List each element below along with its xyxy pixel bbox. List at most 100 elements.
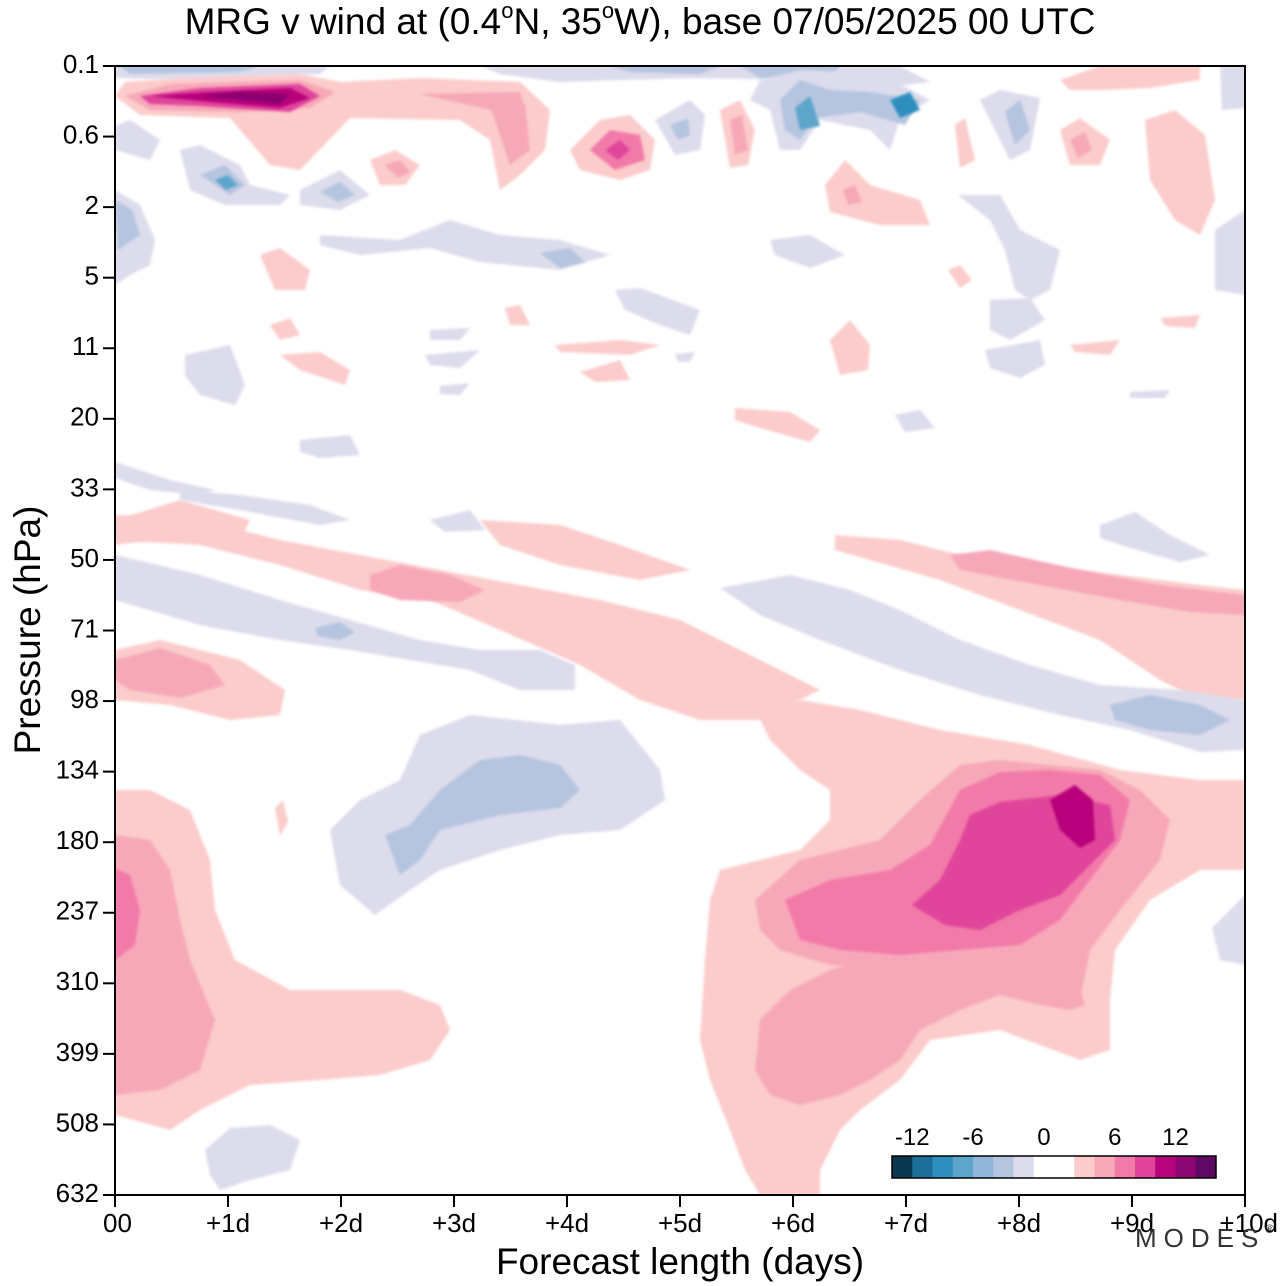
contour-region xyxy=(320,220,610,270)
contour-region xyxy=(115,835,215,1095)
title-suffix: W), base 07/05/2025 00 UTC xyxy=(614,1,1096,42)
colorbar-cell xyxy=(1033,1156,1055,1178)
contour-region xyxy=(670,118,690,140)
contour-region xyxy=(425,350,480,368)
contour-region xyxy=(755,955,1085,1105)
contour-region xyxy=(115,555,575,690)
x-tick-label: +9d xyxy=(1110,1208,1154,1238)
contour-region xyxy=(205,1125,300,1190)
y-tick-label: 20 xyxy=(70,402,99,432)
y-tick-label: 0.1 xyxy=(63,49,99,79)
x-tick-label: +4d xyxy=(545,1208,589,1238)
contour-region xyxy=(490,104,530,165)
colorbar-cells xyxy=(891,1155,1217,1179)
brand-name: MODES xyxy=(1135,1223,1266,1253)
contour-region xyxy=(730,115,748,155)
contour-region xyxy=(180,490,350,525)
colorbar-tick-label: -12 xyxy=(895,1124,930,1151)
colorbar-frame xyxy=(891,1155,1217,1179)
contour-region xyxy=(615,288,700,335)
contour-region xyxy=(735,408,820,442)
y-tick-label: 399 xyxy=(56,1037,99,1067)
contour-region xyxy=(895,410,935,432)
contour-region xyxy=(430,510,485,532)
colorbar-tick-label: -6 xyxy=(962,1124,983,1151)
contour-region xyxy=(200,92,290,104)
contour-region xyxy=(1070,340,1120,355)
contour-region xyxy=(505,305,530,325)
contour-region xyxy=(115,200,140,250)
contour-region xyxy=(890,92,920,118)
contour-region xyxy=(1050,785,1095,848)
contour-region xyxy=(1100,512,1210,562)
colorbar-cell xyxy=(912,1156,933,1178)
contour-region xyxy=(1215,210,1245,295)
contour-region xyxy=(958,195,1060,300)
contour-region xyxy=(320,182,355,202)
contour-region xyxy=(300,435,360,458)
contour-region xyxy=(835,535,1245,700)
x-tick-label: +3d xyxy=(432,1208,476,1238)
colorbar-cell xyxy=(1135,1156,1156,1178)
contour-region xyxy=(370,565,485,602)
colorbar-cell xyxy=(892,1156,913,1178)
contour-region xyxy=(260,248,310,290)
contour-region xyxy=(1160,315,1200,328)
colorbar-tick-label: 6 xyxy=(1108,1124,1121,1151)
colorbar-cell xyxy=(1094,1156,1116,1178)
contour-region xyxy=(770,235,845,268)
colorbar-ticks: -12 -6 0 6 12 xyxy=(895,1124,1189,1151)
registered-mark: ® xyxy=(1265,1222,1275,1236)
contour-region xyxy=(610,66,720,74)
contour-region xyxy=(555,340,660,355)
x-tick-label: +7d xyxy=(884,1208,928,1238)
colorbar-cell xyxy=(1175,1156,1197,1178)
chart-title: MRG v wind at (0.4oN, 35oW), base 07/05/… xyxy=(0,0,1280,44)
y-tick-label: 134 xyxy=(56,755,99,785)
contour-region xyxy=(115,515,820,720)
x-tick-label: +10d xyxy=(1219,1208,1278,1238)
contour-region xyxy=(948,265,972,288)
y-tick-label: 632 xyxy=(56,1178,99,1208)
y-tick-label: 5 xyxy=(85,261,99,291)
contour-region xyxy=(1005,100,1030,145)
title-prefix: MRG v wind at (0.4 xyxy=(184,1,502,42)
contour-region xyxy=(385,755,580,875)
contour-region xyxy=(1110,695,1230,735)
contour-region xyxy=(115,868,140,960)
contour-region xyxy=(315,622,355,640)
colorbar-tick-label: 12 xyxy=(1162,1124,1189,1151)
contour-region xyxy=(830,320,870,375)
contour-region xyxy=(1130,390,1170,398)
contour-region xyxy=(540,248,585,268)
colorbar-cell xyxy=(1195,1156,1217,1178)
contour-region xyxy=(270,318,300,340)
degree-mark-lat: o xyxy=(501,0,514,23)
y-tick-label: 237 xyxy=(56,896,99,926)
contour-region xyxy=(440,383,470,395)
y-tick-label: 50 xyxy=(70,543,99,573)
contour-region xyxy=(1212,895,1245,965)
contour-region xyxy=(185,345,245,405)
contour-region xyxy=(280,352,350,385)
contour-region xyxy=(1060,66,1200,90)
y-tick-label: 0.6 xyxy=(63,119,99,149)
x-tick-label: +6d xyxy=(771,1208,815,1238)
contour-region xyxy=(990,298,1045,340)
colorbar-cell xyxy=(1155,1156,1176,1178)
contour-region xyxy=(985,340,1045,378)
contour-region xyxy=(215,175,238,190)
contour-region xyxy=(385,160,410,178)
contour-region xyxy=(795,96,820,130)
y-tick-label: 2 xyxy=(85,190,99,220)
y-tick-label: 310 xyxy=(56,966,99,996)
contour-region xyxy=(115,648,225,698)
x-axis: 00 +1d +2d +3d +4d +5d +6d +7d +8d +9d +10d xyxy=(103,1195,1278,1238)
contour-region xyxy=(950,550,1245,615)
contour-region xyxy=(120,66,260,74)
x-tick-label: 00 xyxy=(103,1208,132,1238)
colorbar-cell xyxy=(952,1156,974,1178)
contour-region xyxy=(825,160,930,225)
colorbar-cell xyxy=(1054,1156,1075,1178)
